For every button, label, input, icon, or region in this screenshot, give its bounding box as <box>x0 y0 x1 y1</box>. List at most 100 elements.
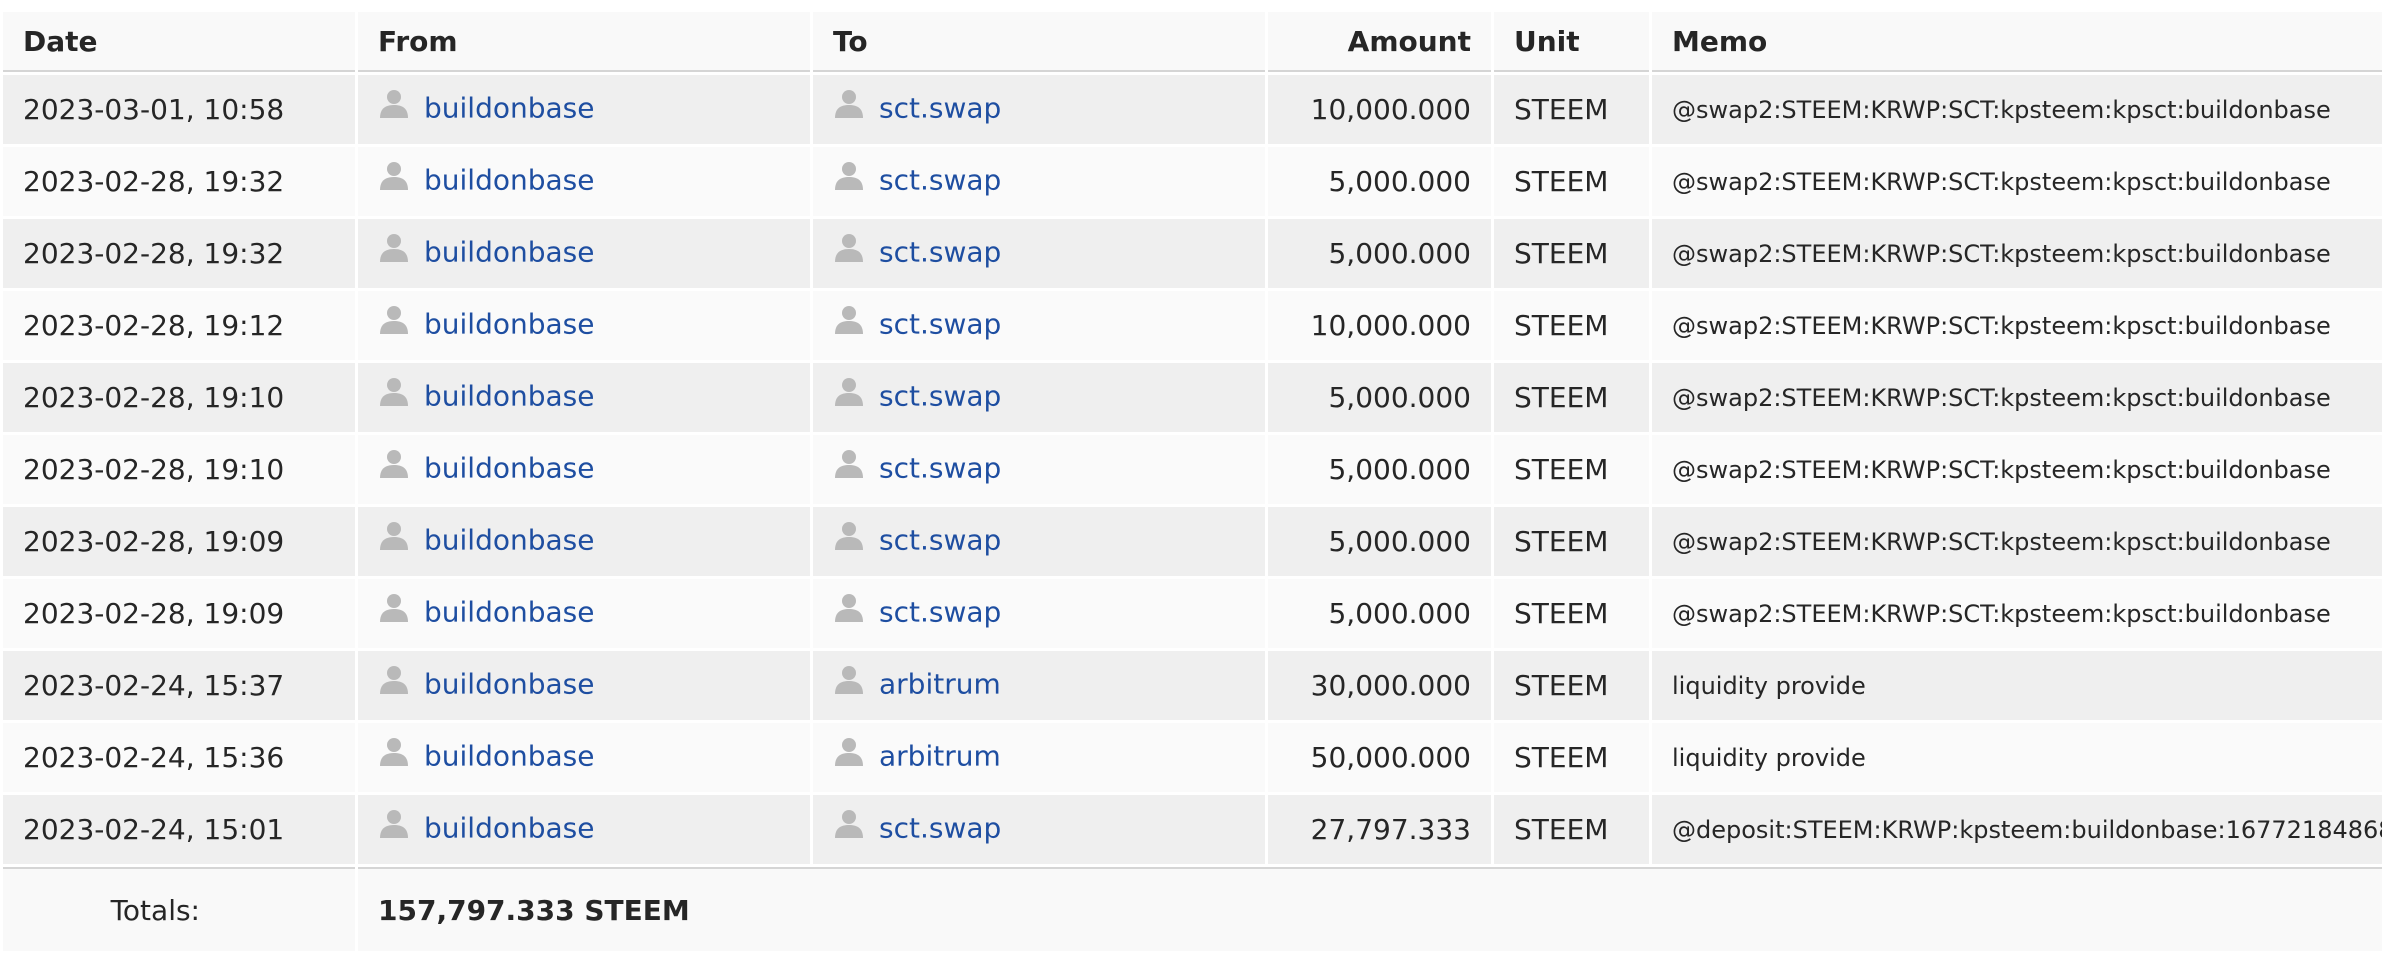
cell-unit: STEEM <box>1494 507 1649 576</box>
user-avatar-icon <box>833 591 865 630</box>
cell-amount: 50,000.000 <box>1268 723 1491 792</box>
to-account-link[interactable]: sct.swap <box>879 811 1002 845</box>
to-account-link[interactable]: arbitrum <box>879 739 1001 773</box>
user-avatar-icon <box>378 159 410 198</box>
to-account-link[interactable]: sct.swap <box>879 235 1002 269</box>
user-avatar-icon <box>833 519 865 558</box>
from-account-link[interactable]: buildonbase <box>424 595 595 629</box>
column-header-amount[interactable]: Amount <box>1268 12 1491 72</box>
table-footer: Totals: 157,797.333 STEEM <box>3 867 2382 951</box>
cell-date: 2023-02-28, 19:32 <box>3 219 355 288</box>
user-avatar-icon <box>378 303 410 342</box>
cell-amount: 10,000.000 <box>1268 291 1491 360</box>
cell-unit: STEEM <box>1494 435 1649 504</box>
cell-amount: 27,797.333 <box>1268 795 1491 864</box>
to-account-link[interactable]: sct.swap <box>879 379 1002 413</box>
cell-to: sct.swap <box>813 507 1265 576</box>
to-account-link[interactable]: sct.swap <box>879 307 1002 341</box>
from-account-link[interactable]: buildonbase <box>424 91 595 125</box>
table-body: 2023-03-01, 10:58 buildonbase sct.swap 1… <box>3 75 2382 864</box>
to-account-link[interactable]: sct.swap <box>879 523 1002 557</box>
user-avatar-icon <box>378 519 410 558</box>
from-account-link[interactable]: buildonbase <box>424 811 595 845</box>
totals-label: Totals: <box>3 867 355 951</box>
to-account-link[interactable]: sct.swap <box>879 451 1002 485</box>
cell-from: buildonbase <box>358 795 810 864</box>
to-account-link[interactable]: sct.swap <box>879 163 1002 197</box>
user-avatar-icon <box>833 447 865 486</box>
cell-to: sct.swap <box>813 291 1265 360</box>
column-header-date[interactable]: Date <box>3 12 355 72</box>
cell-from: buildonbase <box>358 435 810 504</box>
cell-date: 2023-02-28, 19:09 <box>3 507 355 576</box>
from-account-link[interactable]: buildonbase <box>424 379 595 413</box>
user-avatar-icon <box>833 231 865 270</box>
column-header-memo[interactable]: Memo <box>1652 12 2382 72</box>
cell-date: 2023-02-28, 19:10 <box>3 363 355 432</box>
cell-to: sct.swap <box>813 435 1265 504</box>
cell-to: sct.swap <box>813 75 1265 144</box>
table-row: 2023-02-24, 15:01 buildonbase sct.swap 2… <box>3 795 2382 864</box>
cell-amount: 5,000.000 <box>1268 435 1491 504</box>
user-avatar-icon <box>378 87 410 126</box>
user-avatar-icon <box>833 159 865 198</box>
from-account-link[interactable]: buildonbase <box>424 451 595 485</box>
table-row: 2023-02-28, 19:09 buildonbase sct.swap 5… <box>3 507 2382 576</box>
cell-memo: @swap2:STEEM:KRWP:SCT:kpsteem:kpsct:buil… <box>1652 363 2382 432</box>
cell-date: 2023-02-24, 15:36 <box>3 723 355 792</box>
cell-memo: @swap2:STEEM:KRWP:SCT:kpsteem:kpsct:buil… <box>1652 291 2382 360</box>
table-row: 2023-03-01, 10:58 buildonbase sct.swap 1… <box>3 75 2382 144</box>
cell-from: buildonbase <box>358 219 810 288</box>
column-header-from[interactable]: From <box>358 12 810 72</box>
cell-to: sct.swap <box>813 147 1265 216</box>
cell-to: sct.swap <box>813 363 1265 432</box>
user-avatar-icon <box>833 663 865 702</box>
user-avatar-icon <box>833 735 865 774</box>
cell-memo: @swap2:STEEM:KRWP:SCT:kpsteem:kpsct:buil… <box>1652 579 2382 648</box>
user-avatar-icon <box>378 447 410 486</box>
user-avatar-icon <box>833 807 865 846</box>
cell-to: sct.swap <box>813 219 1265 288</box>
to-account-link[interactable]: sct.swap <box>879 595 1002 629</box>
cell-to: sct.swap <box>813 579 1265 648</box>
from-account-link[interactable]: buildonbase <box>424 235 595 269</box>
user-avatar-icon <box>378 663 410 702</box>
table-header: Date From To Amount Unit Memo <box>3 12 2382 72</box>
cell-amount: 5,000.000 <box>1268 147 1491 216</box>
cell-date: 2023-02-28, 19:09 <box>3 579 355 648</box>
totals-value: 157,797.333 STEEM <box>358 867 2382 951</box>
from-account-link[interactable]: buildonbase <box>424 307 595 341</box>
from-account-link[interactable]: buildonbase <box>424 523 595 557</box>
user-avatar-icon <box>833 303 865 342</box>
cell-unit: STEEM <box>1494 651 1649 720</box>
table-row: 2023-02-24, 15:36 buildonbase arbitrum 5… <box>3 723 2382 792</box>
from-account-link[interactable]: buildonbase <box>424 739 595 773</box>
column-header-to[interactable]: To <box>813 12 1265 72</box>
to-account-link[interactable]: arbitrum <box>879 667 1001 701</box>
cell-memo: @swap2:STEEM:KRWP:SCT:kpsteem:kpsct:buil… <box>1652 147 2382 216</box>
from-account-link[interactable]: buildonbase <box>424 667 595 701</box>
cell-date: 2023-03-01, 10:58 <box>3 75 355 144</box>
cell-date: 2023-02-24, 15:37 <box>3 651 355 720</box>
cell-from: buildonbase <box>358 75 810 144</box>
cell-from: buildonbase <box>358 507 810 576</box>
table-row: 2023-02-28, 19:10 buildonbase sct.swap 5… <box>3 435 2382 504</box>
cell-to: arbitrum <box>813 723 1265 792</box>
table-row: 2023-02-28, 19:32 buildonbase sct.swap 5… <box>3 147 2382 216</box>
cell-unit: STEEM <box>1494 579 1649 648</box>
cell-memo: @swap2:STEEM:KRWP:SCT:kpsteem:kpsct:buil… <box>1652 75 2382 144</box>
cell-from: buildonbase <box>358 651 810 720</box>
user-avatar-icon <box>378 231 410 270</box>
cell-from: buildonbase <box>358 723 810 792</box>
cell-unit: STEEM <box>1494 219 1649 288</box>
transfers-table: Date From To Amount Unit Memo 2023-03-01… <box>0 9 2382 954</box>
from-account-link[interactable]: buildonbase <box>424 163 595 197</box>
cell-date: 2023-02-28, 19:32 <box>3 147 355 216</box>
cell-amount: 5,000.000 <box>1268 363 1491 432</box>
column-header-unit[interactable]: Unit <box>1494 12 1649 72</box>
to-account-link[interactable]: sct.swap <box>879 91 1002 125</box>
cell-date: 2023-02-28, 19:10 <box>3 435 355 504</box>
table-row: 2023-02-28, 19:32 buildonbase sct.swap 5… <box>3 219 2382 288</box>
table-row: 2023-02-24, 15:37 buildonbase arbitrum 3… <box>3 651 2382 720</box>
cell-memo: @swap2:STEEM:KRWP:SCT:kpsteem:kpsct:buil… <box>1652 219 2382 288</box>
